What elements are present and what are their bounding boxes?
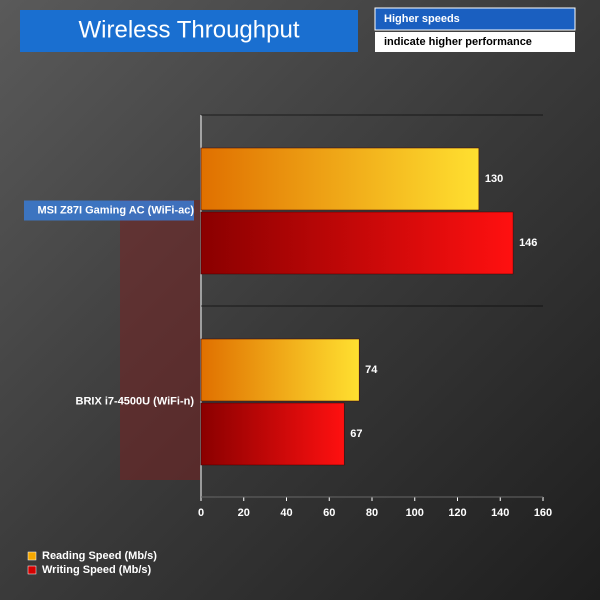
value-label: 130 [485, 173, 503, 185]
legend-swatch [27, 551, 37, 561]
title-box [20, 10, 358, 52]
note-box [374, 7, 576, 31]
x-tick-label: 20 [238, 507, 250, 519]
legend-label: Writing Speed (Mb/s) [42, 564, 152, 576]
label-highlight [24, 200, 194, 221]
bar [200, 211, 514, 275]
x-tick-label: 80 [366, 507, 378, 519]
value-label: 67 [350, 428, 362, 440]
x-tick-label: 60 [323, 507, 335, 519]
x-tick-label: 40 [280, 507, 292, 519]
legend-label: Reading Speed (Mb/s) [42, 550, 157, 562]
y-tick-label: BRIX i7-4500U (WiFi-n) [76, 395, 195, 407]
x-tick-label: 100 [406, 507, 424, 519]
y-tick-label: MSI Z87I Gaming AC (WiFi-ac) [37, 204, 194, 216]
x-tick-label: 140 [491, 507, 509, 519]
bar [200, 338, 360, 402]
value-label: 146 [519, 237, 537, 249]
chart-title: Wireless Throughput [79, 16, 300, 43]
legend-swatch [27, 565, 37, 575]
annotation: indicate higher performance [384, 36, 532, 48]
x-tick-label: 120 [448, 507, 466, 519]
bar [200, 147, 480, 211]
background-detail [120, 200, 200, 480]
x-tick-label: 160 [534, 507, 552, 519]
value-label: 74 [365, 364, 378, 376]
bar [200, 402, 345, 466]
x-tick-label: 0 [198, 507, 204, 519]
annotation: Higher speeds [384, 13, 460, 25]
note-box [375, 32, 575, 52]
